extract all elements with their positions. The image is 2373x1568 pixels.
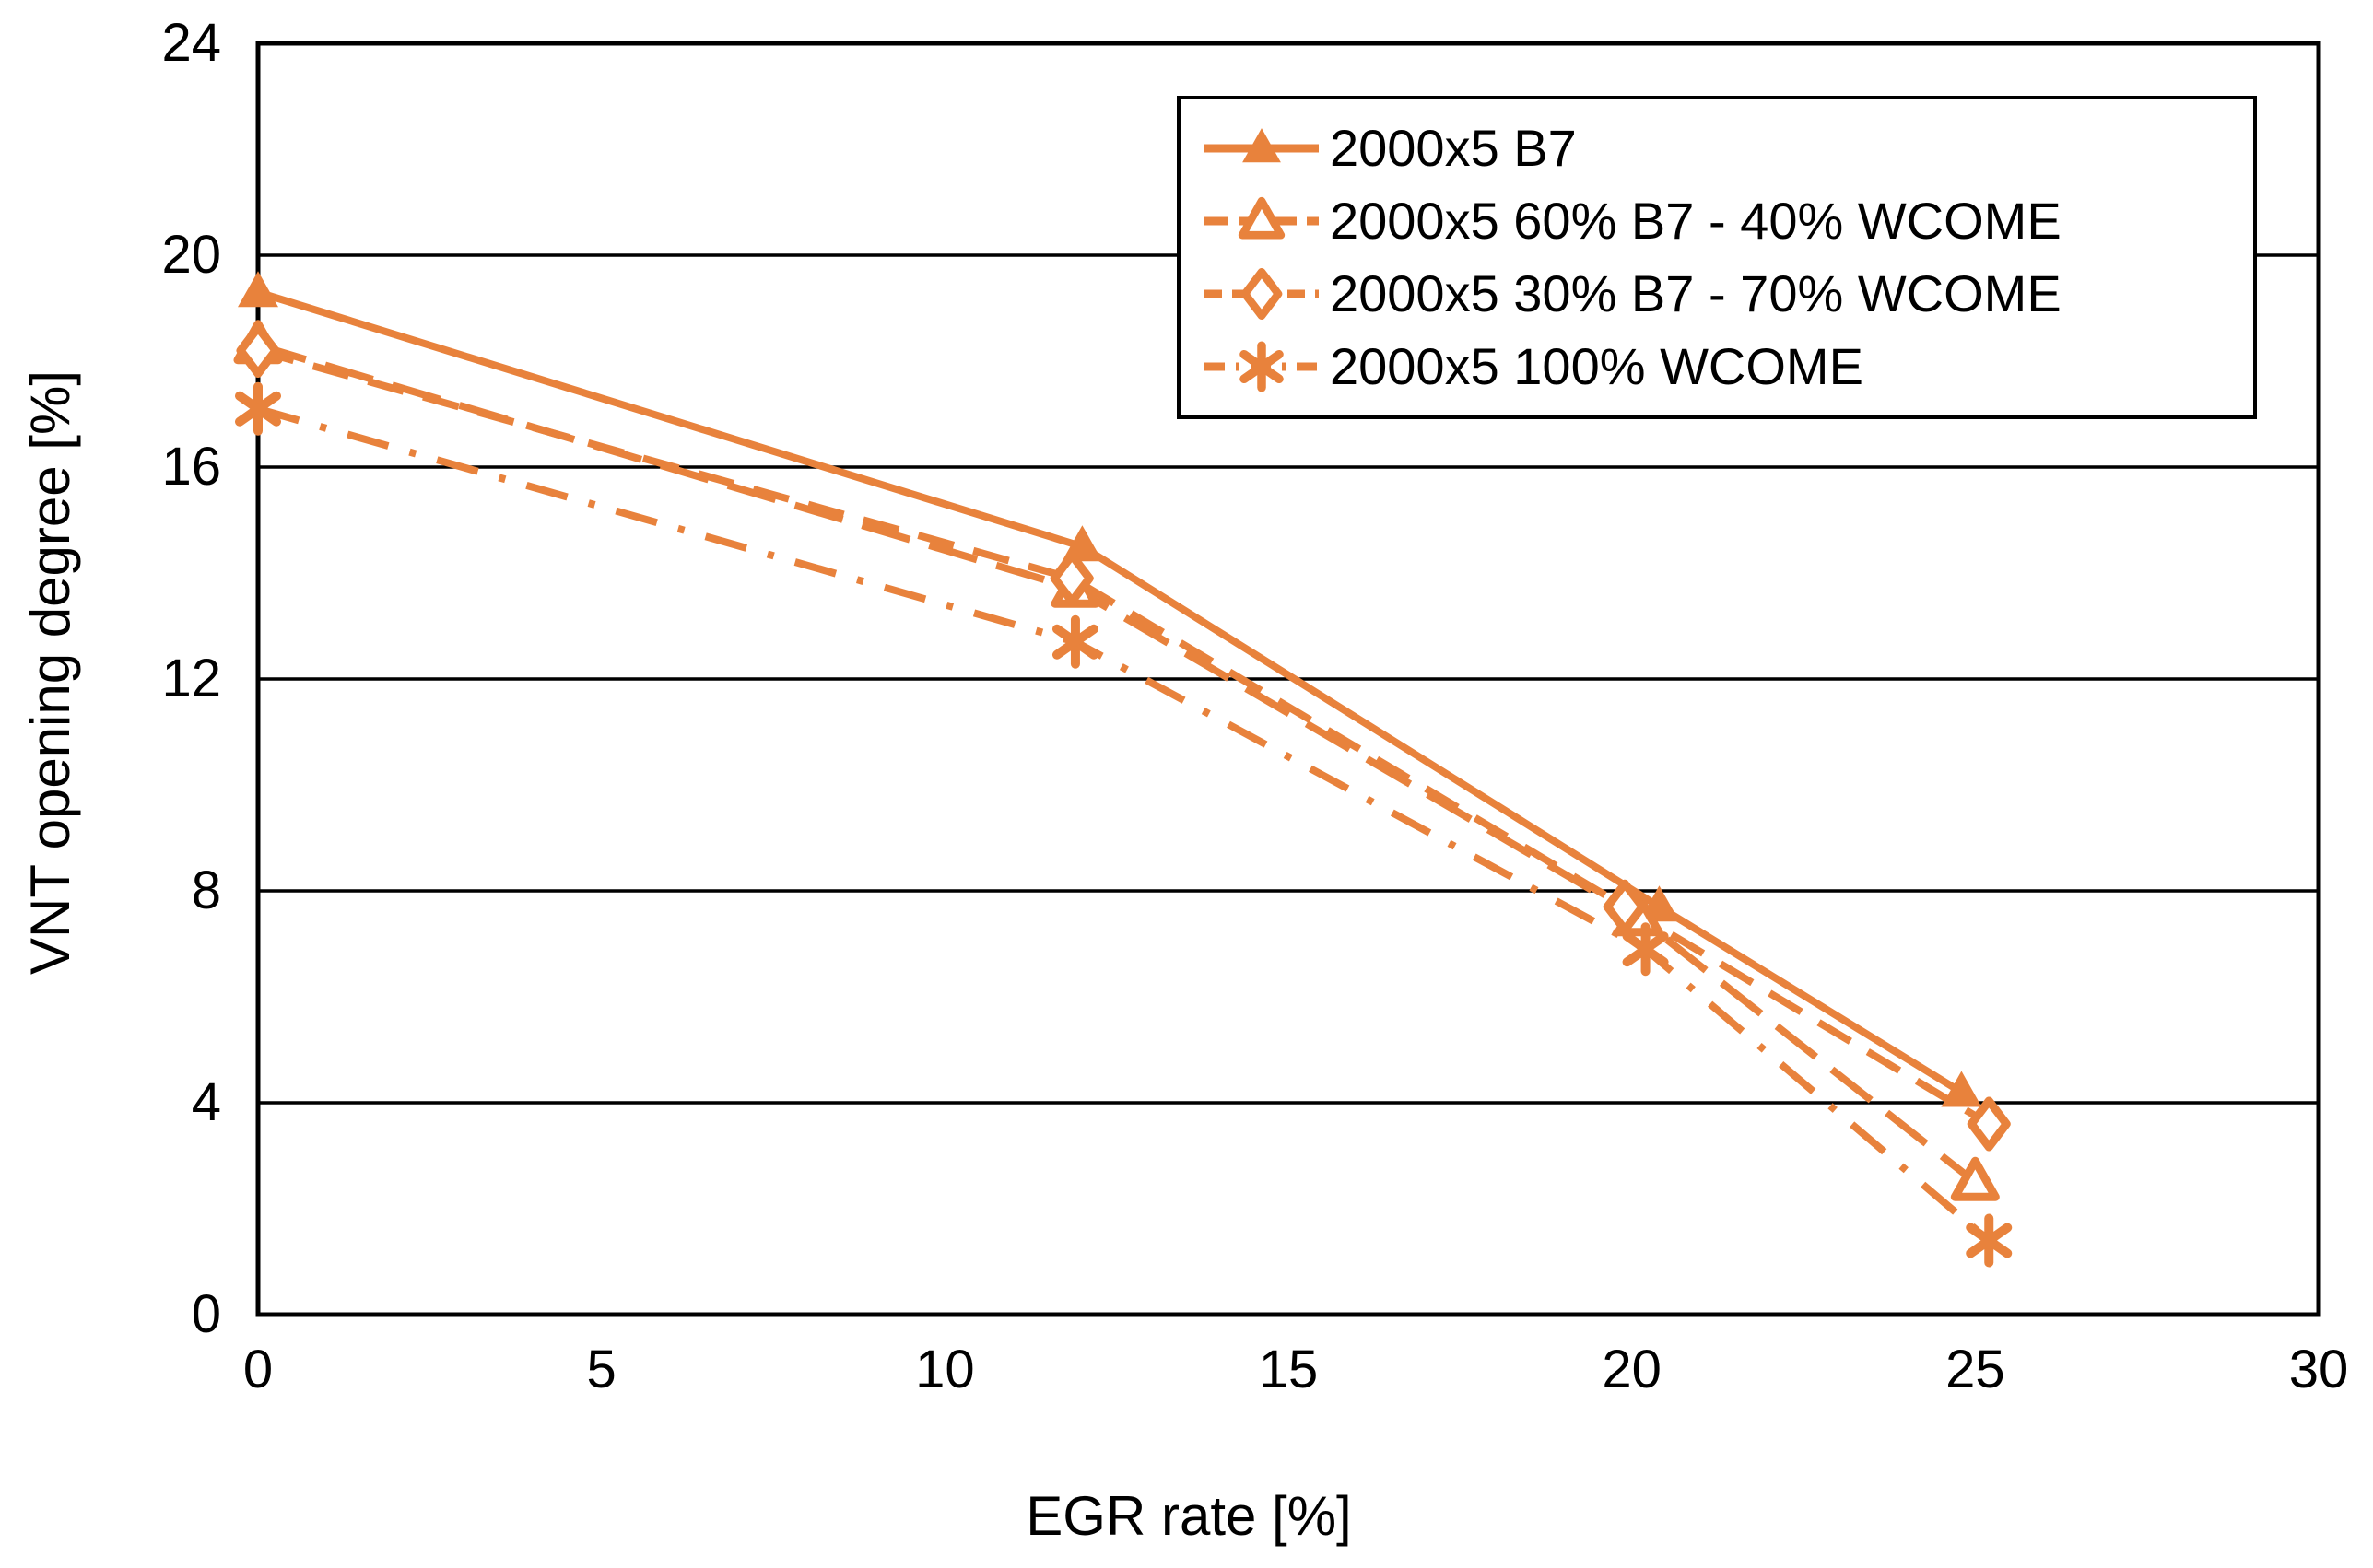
x-tick-0: 0 (242, 1340, 274, 1399)
series-line-2 (256, 346, 1991, 1128)
marker-diamond-open (236, 323, 280, 378)
legend-key-triangle-filled (1204, 128, 1319, 163)
legend-label: 2000x5 100% WCOME (1330, 337, 1863, 395)
y-tick-12: 12 (161, 649, 221, 708)
legend-label: 2000x5 B7 (1330, 119, 1577, 177)
series-line-1 (256, 341, 1978, 1186)
x-tick-25: 25 (1945, 1340, 2005, 1399)
x-tick-30: 30 (2288, 1340, 2349, 1399)
legend-key-asterisk (1204, 341, 1319, 392)
marker-triangle-open (1950, 1156, 2000, 1201)
y-tick-0: 0 (191, 1284, 221, 1344)
legend: 2000x5 B7 2000x5 60% B7 - 40% WCOME 2000x5… (1177, 96, 2257, 419)
x-tick-15: 15 (1258, 1340, 1319, 1399)
marker-diamond-open (1050, 551, 1094, 606)
legend-item-1: 2000x5 60% B7 - 40% WCOME (1203, 192, 2253, 251)
marker-triangle-filled (238, 271, 278, 308)
marker-diamond-open (1603, 879, 1647, 934)
legend-item-2: 2000x5 30% B7 - 70% WCOME (1203, 264, 2253, 323)
x-axis-title: EGR rate [%] (1026, 1485, 1352, 1547)
y-tick-16: 16 (161, 437, 221, 497)
legend-item-3: 2000x5 100% WCOME (1203, 337, 2253, 396)
legend-key-diamond-open (1204, 267, 1319, 321)
marker-triangle-open (1238, 196, 1286, 240)
y-tick-4: 4 (191, 1072, 221, 1132)
marker-asterisk (1051, 614, 1098, 669)
marker-triangle-filled (1242, 128, 1281, 163)
x-tick-20: 20 (1602, 1340, 1662, 1399)
plot-frame (255, 41, 2321, 1317)
y-axis-title: VNT opening degree [%] (19, 370, 81, 975)
legend-key-triangle-open (1204, 196, 1319, 240)
marker-diamond-open (1967, 1096, 2011, 1152)
marker-asterisk (1239, 341, 1284, 392)
x-tick-5: 5 (586, 1340, 617, 1399)
series-line-3 (256, 404, 1991, 1244)
x-tick-10: 10 (915, 1340, 975, 1399)
marker-triangle-filled (1941, 1071, 1982, 1107)
marker-asterisk (1622, 922, 1669, 977)
marker-asterisk (235, 381, 281, 436)
y-tick-8: 8 (191, 860, 221, 920)
series-line-0 (256, 288, 1964, 1095)
legend-item-0: 2000x5 B7 (1203, 119, 2253, 178)
y-tick-20: 20 (161, 225, 221, 285)
y-tick-24: 24 (161, 13, 221, 73)
marker-diamond-open (1240, 267, 1283, 321)
marker-asterisk (1966, 1213, 2013, 1268)
legend-label: 2000x5 60% B7 - 40% WCOME (1330, 192, 2062, 250)
legend-label: 2000x5 30% B7 - 70% WCOME (1330, 264, 2062, 322)
